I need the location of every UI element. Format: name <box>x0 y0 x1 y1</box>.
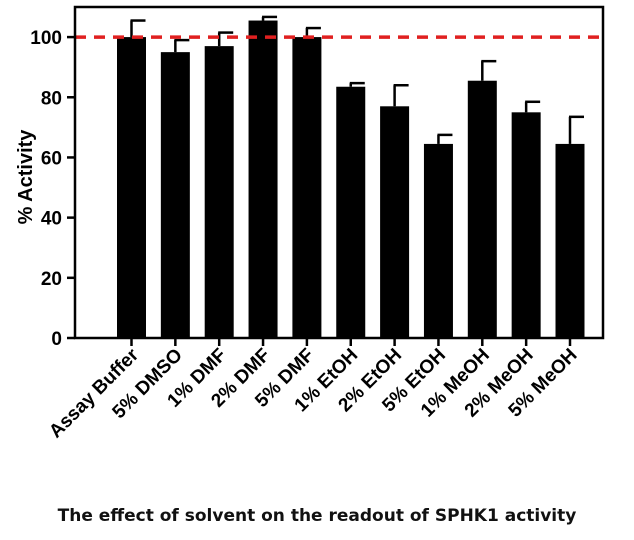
bar <box>204 46 234 338</box>
bar <box>336 86 366 338</box>
bars-group <box>117 20 585 339</box>
bar <box>292 37 322 338</box>
y-axis-ticks: 0 20 40 60 80 100 <box>30 28 75 350</box>
bar <box>248 20 278 339</box>
bar <box>511 112 541 339</box>
y-tick-label: 0 <box>51 329 62 350</box>
error-bars-group <box>130 15 584 144</box>
bar <box>467 80 497 339</box>
y-tick-label: 100 <box>30 28 62 49</box>
bar <box>423 143 453 338</box>
bar <box>380 106 410 338</box>
bar <box>160 52 190 339</box>
figure-caption: The effect of solvent on the readout of … <box>57 506 577 526</box>
y-tick-label: 40 <box>41 209 62 230</box>
y-axis-label: % Activity <box>15 129 37 225</box>
y-tick-label: 80 <box>41 88 62 109</box>
plot-frame <box>73 5 605 340</box>
y-tick-label: 20 <box>41 269 62 290</box>
y-tick-label: 60 <box>41 148 62 169</box>
bar <box>555 143 585 338</box>
bar <box>117 37 146 338</box>
